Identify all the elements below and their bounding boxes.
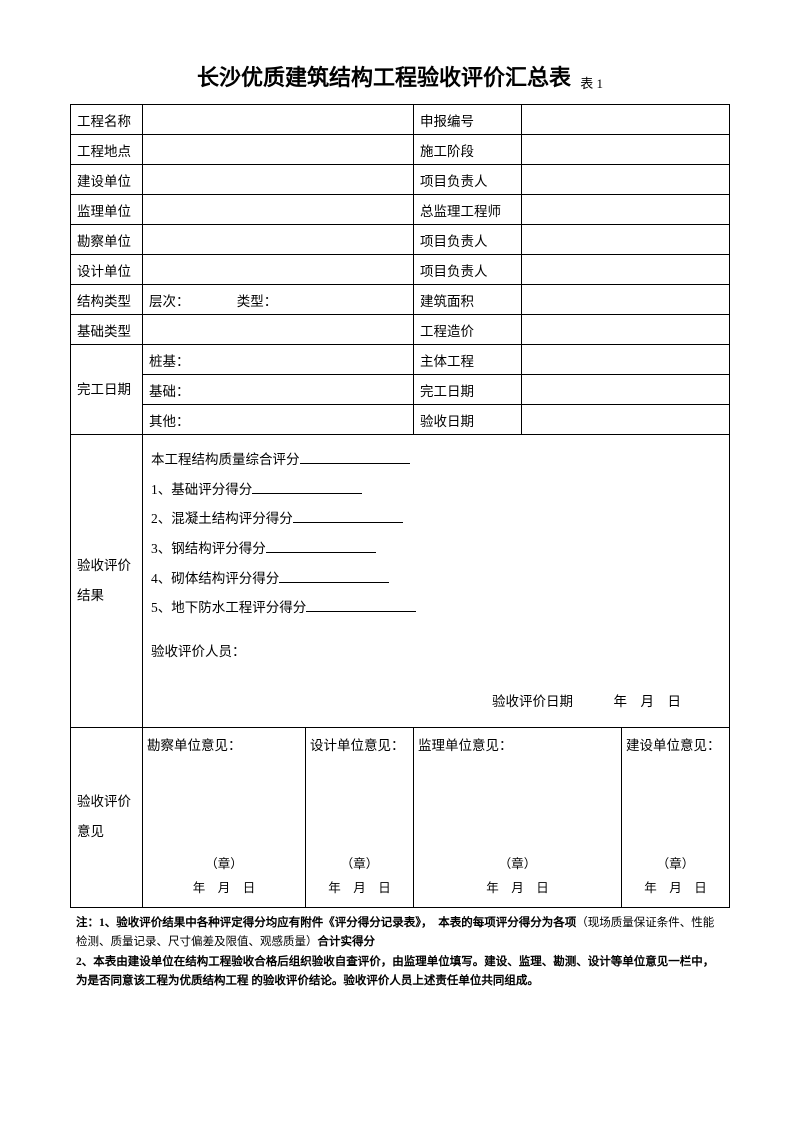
blank-line [293,509,403,523]
stamp-label: （章） [306,853,413,877]
eval-line3: 3、钢结构评分得分 [151,541,266,556]
label-project-leader: 项目负责人 [414,165,522,195]
field-level-type[interactable]: 层次： 类型： [143,285,414,315]
field-supervise-unit[interactable] [143,195,414,225]
field-survey-unit[interactable] [143,225,414,255]
eval-date: 验收评价日期 年 月 日 [151,687,721,717]
label-project-leader3: 项目负责人 [414,255,522,285]
eval-line0: 本工程结构质量综合评分 [151,452,300,467]
label-eval-opinion: 验收评价意见 [71,727,143,907]
field-project-cost[interactable] [522,315,730,345]
label-supervise-unit: 监理单位 [71,195,143,225]
label-report-number: 申报编号 [414,105,522,135]
field-completion-date2[interactable] [522,375,730,405]
opinion-build-label: 建设单位意见： [626,734,725,754]
eval-line5: 5、地下防水工程评分得分 [151,600,306,615]
eval-personnel: 验收评价人员： [151,644,246,659]
label-project-location: 工程地点 [71,135,143,165]
opinion-survey-label: 勘察单位意见： [147,734,301,754]
field-report-number[interactable] [522,105,730,135]
field-project-leader3[interactable] [522,255,730,285]
note-2: 2、本表由建设单位在结构工程验收合格后组织验收自查评价，由监理单位填写。建设、监… [76,953,724,992]
stamp-label: （章） [143,853,305,877]
label-project-leader2: 项目负责人 [414,225,522,255]
field-foundation-type[interactable] [143,315,414,345]
field-pile-base[interactable]: 桩基： [143,345,414,375]
eval-line4: 4、砌体结构评分得分 [151,571,279,586]
field-main-project[interactable] [522,345,730,375]
blank-line [252,480,362,494]
opinion-design-label: 设计单位意见： [310,734,409,754]
stamp-label: （章） [622,853,729,877]
notes-prefix: 注： [76,917,99,929]
opinion-build-cell[interactable]: 建设单位意见： （章） 年 月 日 [622,727,730,907]
note-1-bold: 1、验收评价结果中各种评定得分均应有附件《评分得分记录表》， 本表的每项评分得分… [99,917,576,929]
eval-line2: 2、混凝土结构评分得分 [151,511,293,526]
field-project-location[interactable] [143,135,414,165]
notes-section: 注：1、验收评价结果中各种评定得分均应有附件《评分得分记录表》， 本表的每项评分… [70,914,730,992]
note-1-tail: 合计实得分 [318,936,376,948]
date-ymd: 年 月 日 [143,877,305,901]
blank-line [279,569,389,583]
label-completion-date2: 完工日期 [414,375,522,405]
date-ymd: 年 月 日 [622,877,729,901]
page-title: 长沙优质建筑结构工程验收评价汇总表 [197,65,571,90]
blank-line [266,539,376,553]
date-ymd: 年 月 日 [414,877,621,901]
field-project-leader[interactable] [522,165,730,195]
eval-line1: 1、基础评分得分 [151,482,252,497]
label-acceptance-date: 验收日期 [414,405,522,435]
label-eval-results: 验收评价结果 [71,435,143,728]
field-foundation[interactable]: 基础： [143,375,414,405]
opinion-supervise-cell[interactable]: 监理单位意见： （章） 年 月 日 [414,727,622,907]
field-other[interactable]: 其他： [143,405,414,435]
label-project-name: 工程名称 [71,105,143,135]
opinion-supervise-label: 监理单位意见： [418,734,617,754]
opinion-survey-cell[interactable]: 勘察单位意见： （章） 年 月 日 [143,727,306,907]
label-structure-type: 结构类型 [71,285,143,315]
label-chief-supervisor: 总监理工程师 [414,195,522,225]
field-design-unit[interactable] [143,255,414,285]
field-acceptance-date[interactable] [522,405,730,435]
label-construction-phase: 施工阶段 [414,135,522,165]
field-project-leader2[interactable] [522,225,730,255]
eval-results-cell[interactable]: 本工程结构质量综合评分 1、基础评分得分 2、混凝土结构评分得分 3、钢结构评分… [143,435,730,728]
field-construction-phase[interactable] [522,135,730,165]
title-suffix: 表 1 [580,76,603,91]
label-build-unit: 建设单位 [71,165,143,195]
label-project-cost: 工程造价 [414,315,522,345]
opinion-design-cell[interactable]: 设计单位意见： （章） 年 月 日 [306,727,414,907]
label-survey-unit: 勘察单位 [71,225,143,255]
blank-line [306,598,416,612]
summary-table: 工程名称 申报编号 工程地点 施工阶段 建设单位 项目负责人 监理单位 总监理工… [70,104,730,908]
field-build-unit[interactable] [143,165,414,195]
date-ymd: 年 月 日 [306,877,413,901]
label-foundation-type: 基础类型 [71,315,143,345]
stamp-label: （章） [414,853,621,877]
field-building-area[interactable] [522,285,730,315]
field-chief-supervisor[interactable] [522,195,730,225]
blank-line [300,450,410,464]
label-main-project: 主体工程 [414,345,522,375]
field-project-name[interactable] [143,105,414,135]
label-design-unit: 设计单位 [71,255,143,285]
label-building-area: 建筑面积 [414,285,522,315]
label-completion-date: 完工日期 [71,345,143,435]
